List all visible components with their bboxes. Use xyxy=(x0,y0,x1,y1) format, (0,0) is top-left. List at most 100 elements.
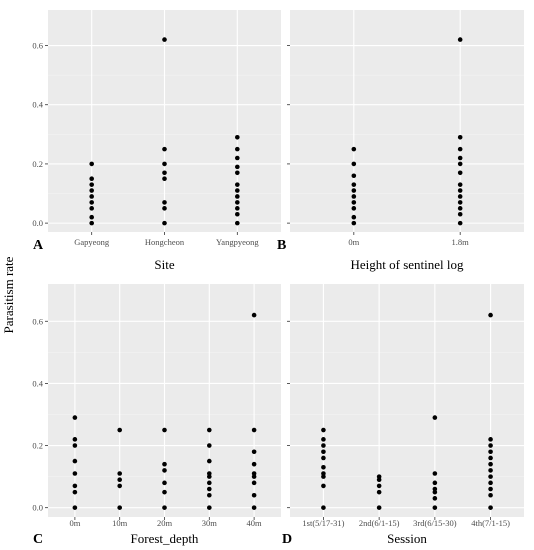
data-point xyxy=(321,427,326,433)
x-axis-title: Session xyxy=(387,531,427,546)
x-tick-label: 1.8m xyxy=(452,237,470,247)
data-point xyxy=(488,486,493,492)
data-point xyxy=(89,220,94,226)
data-point xyxy=(235,164,240,170)
data-point xyxy=(117,471,122,476)
panel-letter: B xyxy=(277,238,286,253)
data-point xyxy=(162,176,167,182)
panel-letter: A xyxy=(33,238,44,253)
data-point xyxy=(457,206,463,211)
data-point xyxy=(207,443,212,448)
data-point xyxy=(162,505,167,510)
data-point xyxy=(376,483,382,489)
data-point xyxy=(251,461,257,467)
data-point xyxy=(488,492,493,498)
data-point xyxy=(72,489,78,495)
data-point xyxy=(207,492,212,498)
data-point xyxy=(457,211,463,217)
panel-b: 0m 1.8m Height of sentinel log B xyxy=(277,10,524,272)
data-point xyxy=(89,161,94,167)
y-tick-label: 0.2 xyxy=(32,441,43,451)
data-point xyxy=(207,480,212,486)
data-point xyxy=(432,496,438,501)
data-point xyxy=(251,449,257,455)
data-point xyxy=(351,146,357,152)
x-tick-label: 2nd(6/1-15) xyxy=(359,518,400,528)
data-point xyxy=(117,427,122,433)
data-point xyxy=(72,483,78,489)
data-point xyxy=(488,443,493,448)
data-point xyxy=(89,194,94,199)
data-point xyxy=(207,427,212,433)
data-point xyxy=(321,449,326,455)
y-tick-label: 0.2 xyxy=(32,159,43,169)
data-point xyxy=(235,170,240,176)
data-point xyxy=(207,474,212,479)
data-point xyxy=(72,471,78,476)
data-point xyxy=(207,505,212,510)
data-point xyxy=(162,161,167,167)
x-tick-label: 4th(7/1-15) xyxy=(471,518,510,528)
data-point xyxy=(89,214,94,220)
panel-c: 0.0 0.2 0.4 0.6 0m 10m 20m 30m 40m Forest_depth C xyxy=(32,284,281,547)
x-tick-label: 3rd(6/15-30) xyxy=(413,518,457,528)
data-point xyxy=(235,194,240,199)
data-point xyxy=(89,176,94,182)
data-point xyxy=(351,214,357,220)
data-point xyxy=(432,415,438,420)
data-point xyxy=(351,220,357,226)
panel-letter: C xyxy=(33,532,43,547)
panel-background xyxy=(290,10,524,232)
data-point xyxy=(351,182,357,187)
data-point xyxy=(432,489,438,495)
data-point xyxy=(235,134,240,140)
data-point xyxy=(89,182,94,187)
data-point xyxy=(162,146,167,152)
data-point xyxy=(235,220,240,226)
data-point xyxy=(488,312,493,318)
data-point xyxy=(488,449,493,455)
data-point xyxy=(351,194,357,199)
x-tick-label: 0m xyxy=(348,237,359,247)
data-point xyxy=(432,480,438,486)
data-point xyxy=(251,427,257,433)
x-axis-title: Site xyxy=(154,257,174,272)
x-tick-label: 40m xyxy=(247,518,263,528)
panel-letter: D xyxy=(282,532,292,547)
data-point xyxy=(251,480,257,486)
y-tick-label: 0.6 xyxy=(32,316,43,326)
data-point xyxy=(72,505,78,510)
data-point xyxy=(488,468,493,473)
data-point xyxy=(432,505,438,510)
data-point xyxy=(251,505,257,510)
y-tick-label: 0.0 xyxy=(32,218,43,228)
data-point xyxy=(351,161,357,167)
y-tick-label: 0.4 xyxy=(32,378,43,388)
data-point xyxy=(235,206,240,211)
data-point xyxy=(457,182,463,187)
data-point xyxy=(235,211,240,217)
data-point xyxy=(432,471,438,476)
x-tick-label: 0m xyxy=(69,518,80,528)
data-point xyxy=(457,146,463,152)
data-point xyxy=(457,161,463,167)
data-point xyxy=(251,312,257,318)
x-axis-title: Height of sentinel log xyxy=(350,257,464,272)
data-point xyxy=(117,483,122,489)
data-point xyxy=(321,483,326,489)
data-point xyxy=(162,200,167,205)
data-point xyxy=(488,437,493,442)
data-point xyxy=(72,415,78,420)
data-point xyxy=(162,220,167,226)
data-point xyxy=(321,474,326,479)
data-point xyxy=(376,477,382,483)
data-point xyxy=(457,188,463,193)
data-point xyxy=(457,155,463,161)
data-point xyxy=(488,461,493,467)
data-point xyxy=(162,427,167,433)
data-point xyxy=(321,437,326,442)
data-point xyxy=(251,474,257,479)
x-tick-label: Gapyeong xyxy=(74,237,110,247)
data-point xyxy=(162,489,167,495)
